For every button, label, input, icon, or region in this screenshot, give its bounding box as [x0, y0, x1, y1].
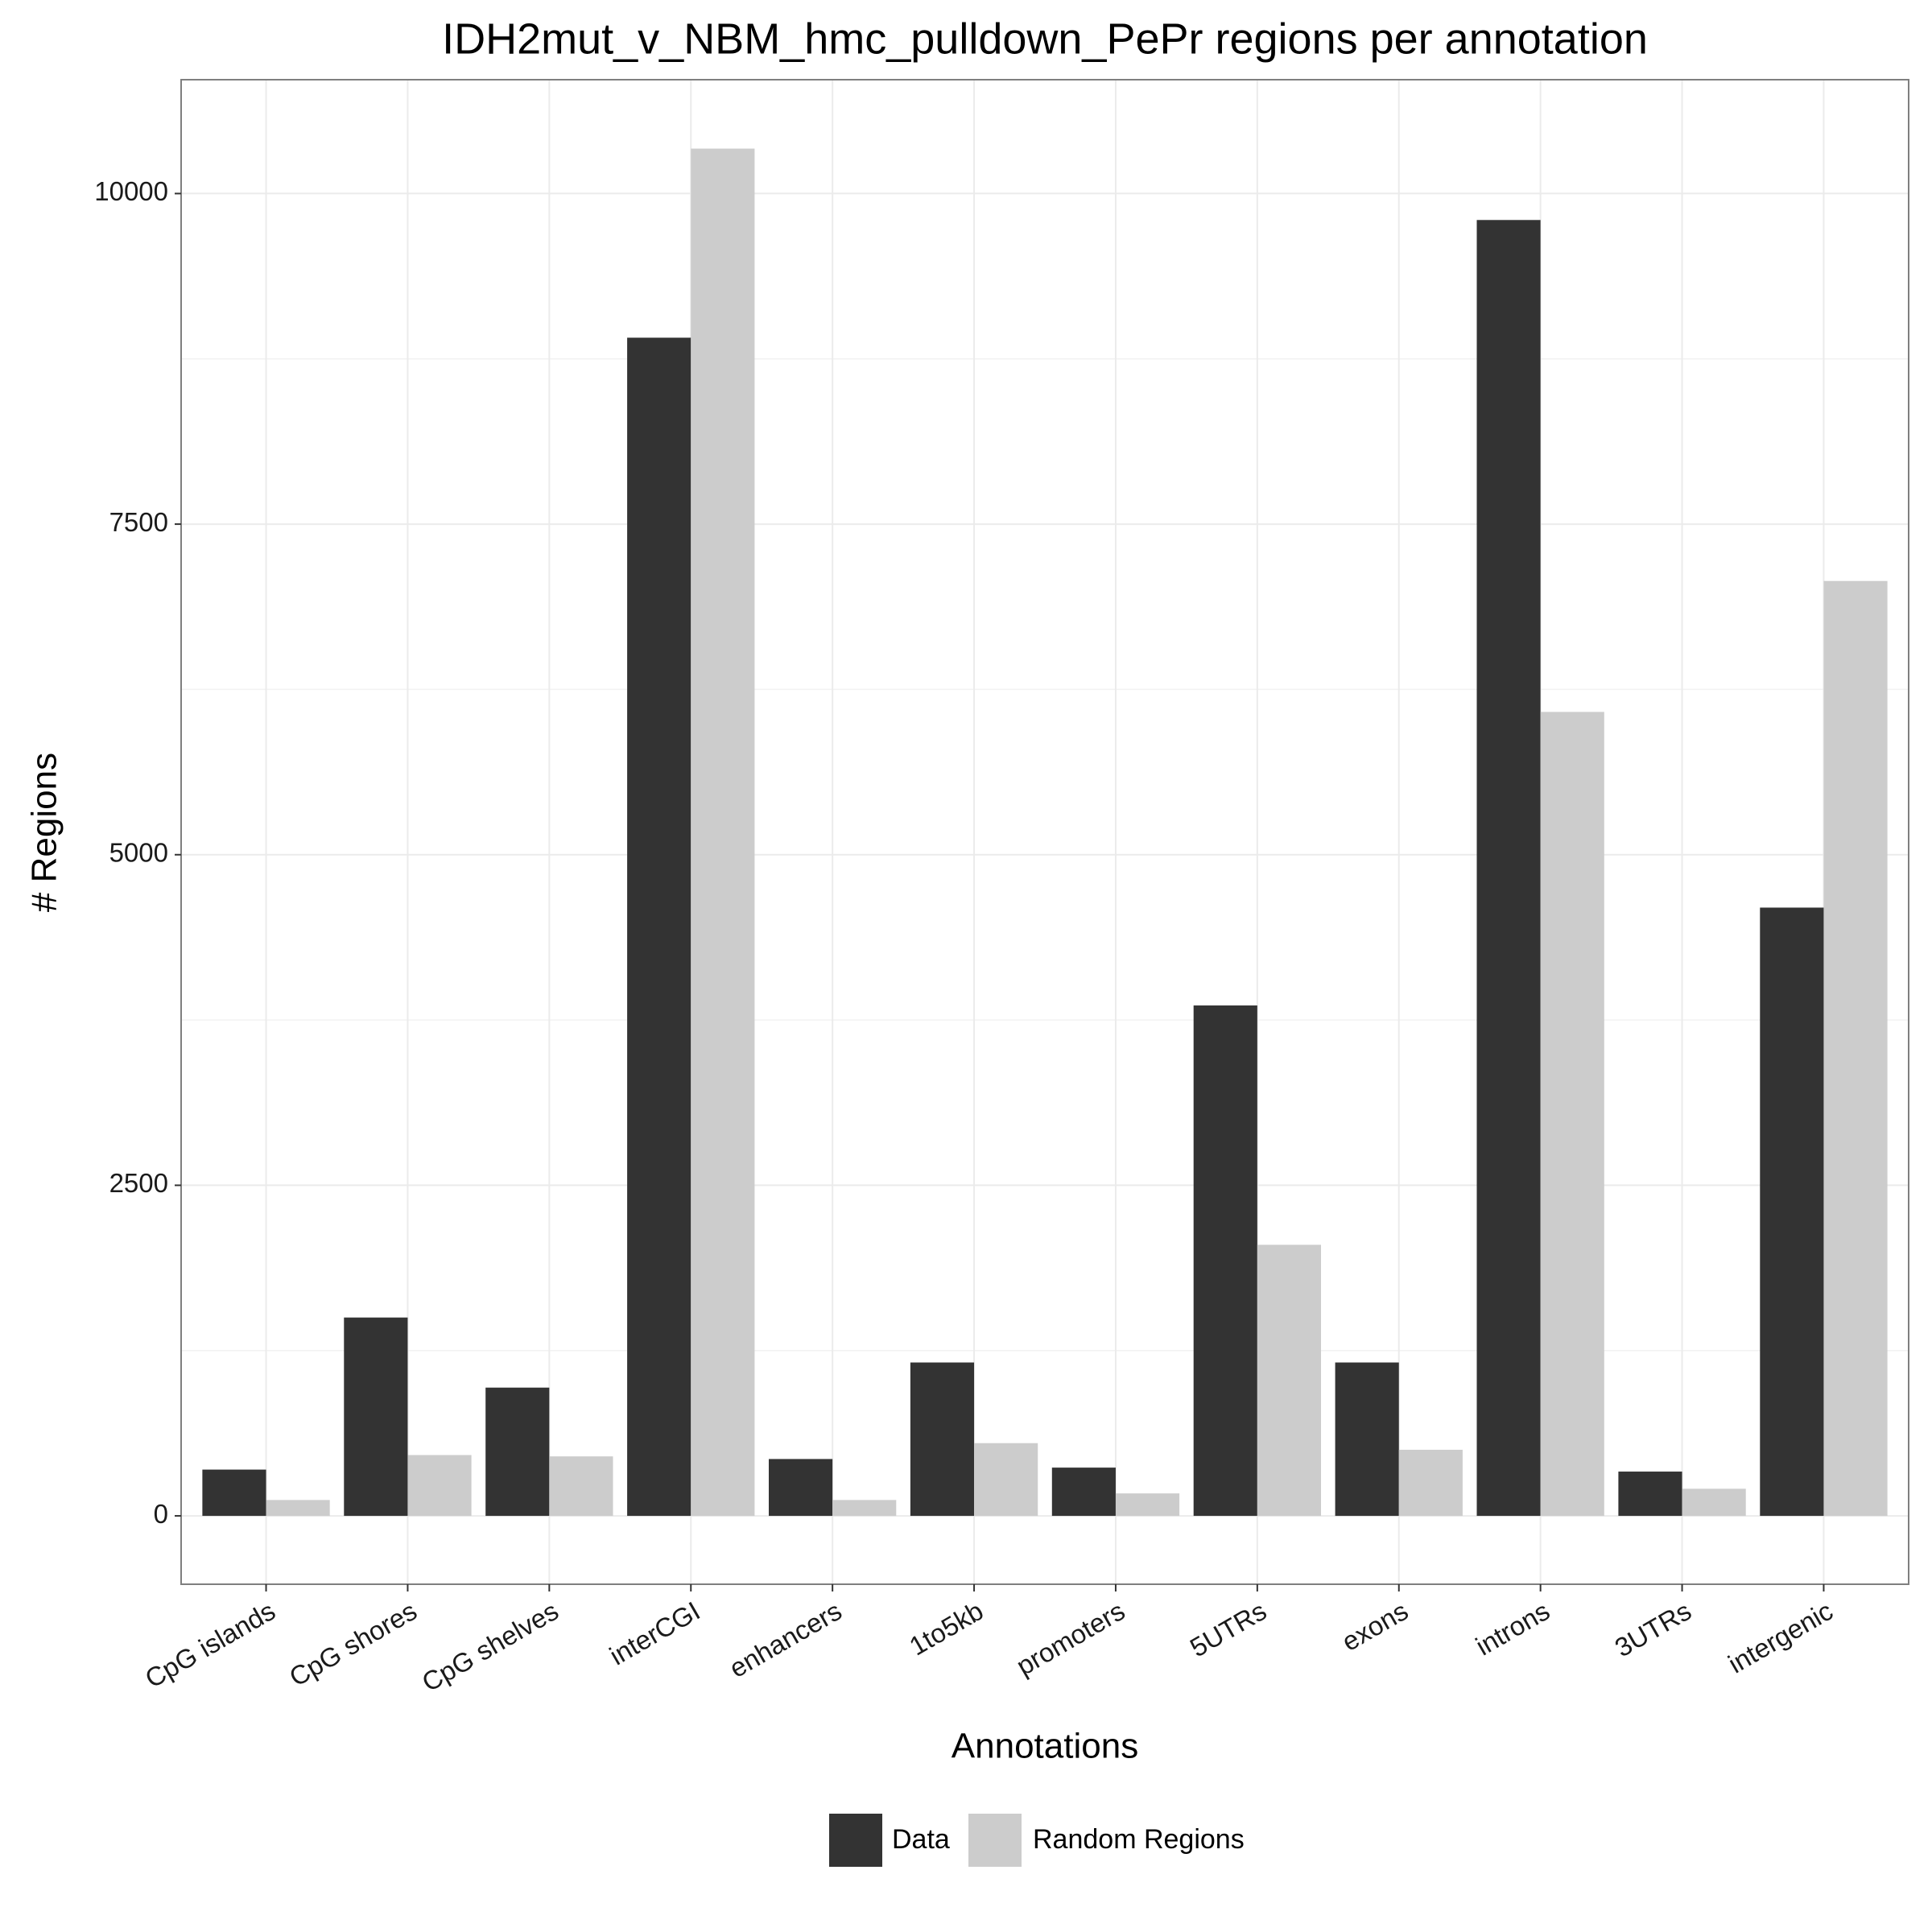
legend-item-random-regions: Random Regions — [968, 1814, 1245, 1867]
y-tick-label: 0 — [154, 1499, 168, 1529]
legend: Data Random Regions — [829, 1814, 1245, 1867]
bar-data-exons — [1335, 1362, 1399, 1517]
y-tick-label: 2500 — [109, 1168, 168, 1198]
bar-random-regions-cpg-islands — [266, 1500, 330, 1517]
bar-data-cpg-shelves — [485, 1387, 550, 1517]
bar-random-regions-1to5kb — [974, 1443, 1038, 1517]
bar-random-regions-5utrs — [1257, 1245, 1322, 1517]
y-axis-title: # Regions — [25, 753, 64, 912]
bar-random-regions-3utrs — [1682, 1488, 1746, 1517]
legend-label-data: Data — [892, 1824, 950, 1855]
bar-data-cpg-islands — [202, 1469, 266, 1517]
legend-item-data: Data — [829, 1814, 950, 1867]
bar-random-regions-cpg-shelves — [549, 1456, 613, 1517]
y-tick-label: 5000 — [109, 837, 168, 867]
bar-data-introns — [1476, 220, 1541, 1517]
plot-panel-background — [181, 80, 1909, 1584]
y-tick-label: 10000 — [94, 176, 168, 206]
x-axis-title: Annotations — [952, 1727, 1138, 1766]
bar-data-promoters — [1051, 1468, 1116, 1517]
chart-title: IDH2mut_v_NBM_hmc_pulldown_PePr regions … — [442, 14, 1648, 63]
bar-random-regions-promoters — [1115, 1493, 1180, 1517]
bar-data-intergenic — [1760, 907, 1824, 1517]
bar-data-5utrs — [1193, 1005, 1257, 1517]
bar-random-regions-cpg-shores — [407, 1455, 472, 1517]
bar-random-regions-intercgi — [691, 148, 755, 1517]
bar-data-1to5kb — [910, 1362, 975, 1517]
legend-key-random-regions — [968, 1814, 1022, 1867]
y-tick-label: 7500 — [109, 507, 168, 537]
bar-random-regions-enhancers — [832, 1500, 897, 1517]
y-axis-ticks: 0 2500 5000 7500 10000 — [94, 176, 181, 1529]
bar-data-cpg-shores — [344, 1317, 408, 1517]
bar-random-regions-exons — [1398, 1449, 1463, 1517]
bar-random-regions-intergenic — [1823, 580, 1888, 1517]
bar-random-regions-introns — [1540, 712, 1604, 1517]
bars — [202, 148, 1888, 1517]
plot-panel-border — [180, 79, 1909, 1585]
bar-data-intercgi — [627, 337, 691, 1517]
bar-data-enhancers — [768, 1459, 833, 1517]
minor-gridlines — [181, 358, 1909, 1352]
legend-key-data — [829, 1814, 882, 1867]
bar-data-3utrs — [1618, 1472, 1682, 1517]
legend-label-random-regions: Random Regions — [1033, 1824, 1245, 1855]
